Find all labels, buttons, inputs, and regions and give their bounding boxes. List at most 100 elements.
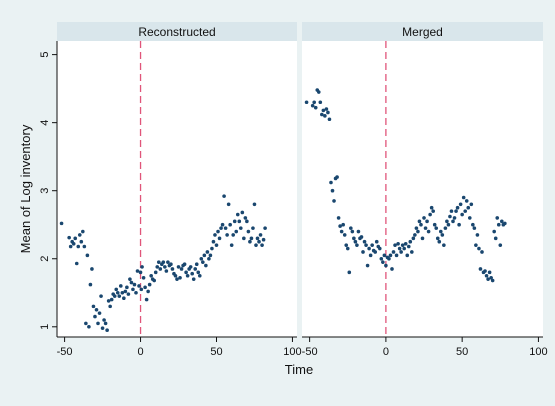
data-point <box>390 267 394 271</box>
data-point <box>144 297 149 302</box>
plot-area <box>57 41 297 337</box>
data-point <box>370 243 374 247</box>
data-point <box>210 246 214 251</box>
data-point <box>304 100 309 105</box>
data-point <box>365 263 370 268</box>
data-point <box>466 205 471 210</box>
data-point <box>90 267 94 271</box>
data-point <box>321 108 326 113</box>
data-point <box>440 233 445 237</box>
data-point <box>128 277 132 281</box>
data-point <box>211 239 216 244</box>
data-point <box>191 277 196 281</box>
data-point <box>402 246 406 251</box>
data-point <box>414 226 419 230</box>
data-point <box>313 105 318 110</box>
data-point <box>152 278 157 283</box>
data-point <box>329 180 333 185</box>
data-point <box>396 241 400 246</box>
data-point <box>79 239 84 244</box>
data-point <box>246 229 251 234</box>
data-point <box>368 253 373 258</box>
data-point <box>477 246 481 251</box>
data-point <box>403 241 408 246</box>
data-point <box>234 229 239 234</box>
data-point <box>158 267 163 271</box>
data-point <box>373 250 378 254</box>
data-point <box>126 292 131 296</box>
data-point <box>182 262 187 266</box>
data-point <box>426 229 431 234</box>
data-point <box>261 237 266 242</box>
data-point <box>338 224 342 228</box>
facet-strip <box>57 22 297 41</box>
data-point <box>484 273 489 278</box>
data-point <box>108 304 112 309</box>
data-point <box>339 229 344 234</box>
data-point <box>254 243 258 247</box>
data-point <box>263 226 267 230</box>
data-point <box>434 226 439 230</box>
y-tick-label: 4 <box>39 120 51 126</box>
data-point <box>199 256 204 261</box>
data-point <box>416 229 420 234</box>
data-point <box>379 256 384 261</box>
data-point <box>214 243 219 247</box>
data-point <box>461 195 466 200</box>
data-point <box>388 253 393 258</box>
data-point <box>457 222 461 227</box>
data-point <box>201 260 205 264</box>
data-point <box>125 285 129 290</box>
data-point <box>341 222 345 227</box>
data-point <box>178 276 182 280</box>
data-point <box>81 229 85 234</box>
data-point <box>129 280 134 285</box>
data-point <box>381 260 385 264</box>
data-point <box>503 221 507 226</box>
data-point <box>146 289 150 294</box>
data-point <box>320 112 324 117</box>
data-point <box>431 209 435 213</box>
data-point <box>219 226 223 230</box>
data-point <box>437 239 442 244</box>
y-tick-label: 5 <box>39 52 51 58</box>
data-point <box>443 226 448 230</box>
data-point <box>252 202 257 207</box>
data-point <box>196 270 201 275</box>
data-point <box>87 324 91 329</box>
data-point <box>170 267 175 271</box>
data-point <box>382 253 387 258</box>
data-point <box>260 243 264 247</box>
data-point <box>439 229 443 234</box>
data-point <box>225 233 229 237</box>
data-point <box>310 103 315 108</box>
data-point <box>135 269 140 273</box>
data-point <box>472 226 477 230</box>
facet-title: Merged <box>402 25 443 39</box>
data-point <box>59 221 64 226</box>
data-point <box>374 239 379 244</box>
data-point <box>359 235 364 239</box>
data-point <box>88 282 93 287</box>
x-tick-label: 50 <box>210 346 222 358</box>
data-point <box>248 239 252 244</box>
data-point <box>176 265 181 269</box>
data-point <box>496 222 501 227</box>
data-point <box>213 233 217 237</box>
data-point <box>493 236 498 241</box>
data-point <box>73 236 78 241</box>
data-point <box>257 239 261 244</box>
data-point <box>132 282 137 287</box>
data-point <box>429 205 434 210</box>
data-point <box>141 276 146 280</box>
data-point <box>147 282 152 287</box>
data-point <box>500 219 504 224</box>
data-point <box>342 233 347 237</box>
data-point <box>405 253 410 258</box>
data-point <box>240 210 245 215</box>
data-point <box>391 250 396 254</box>
data-point <box>445 219 449 224</box>
data-point <box>413 233 417 237</box>
